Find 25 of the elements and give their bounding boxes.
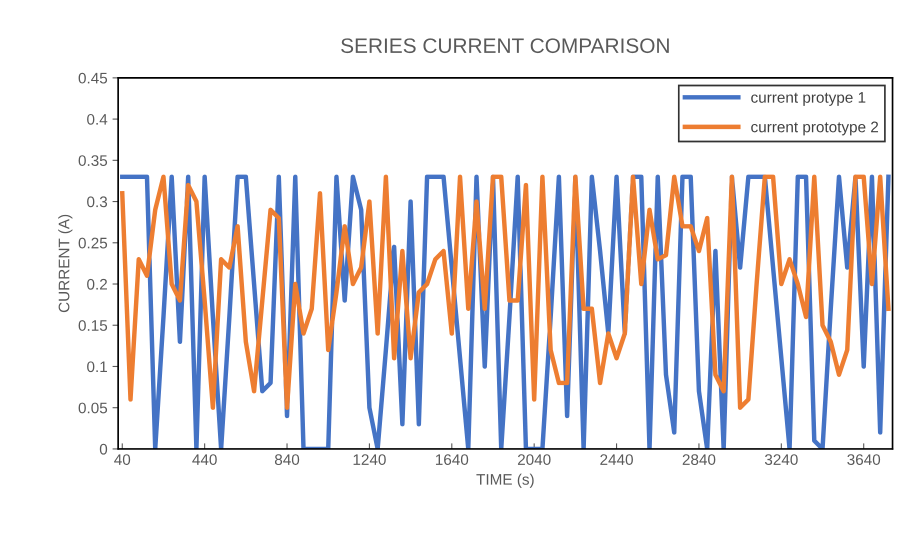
x-tick-label: 440 (192, 454, 217, 466)
legend-label: current protype 1 (751, 92, 866, 106)
chart-title: SERIES CURRENT COMPARISON (341, 38, 669, 54)
x-tick-label: 3240 (764, 454, 798, 466)
x-tick-label: 3640 (847, 454, 880, 466)
y-axis-title: CURRENT (A) (58, 214, 72, 312)
y-tick-label: 0.1 (87, 361, 107, 372)
x-tick-label: 2840 (682, 454, 716, 466)
y-tick-label: 0.15 (78, 320, 108, 331)
y-tick-label: 0.4 (87, 114, 108, 125)
y-tick-label: 0.45 (78, 72, 108, 84)
y-tick-label: 0.3 (87, 196, 108, 208)
x-tick-label: 2440 (600, 454, 633, 466)
y-tick-label: 0 (100, 444, 108, 455)
x-tick-label: 40 (114, 454, 130, 466)
x-tick-label: 840 (274, 454, 300, 466)
y-tick-label: 0.05 (78, 402, 108, 414)
x-tick-label: 1640 (436, 454, 468, 466)
y-tick-label: 0.35 (78, 155, 108, 166)
legend-label: current prototype 2 (751, 122, 878, 136)
x-tick-label: 1240 (354, 454, 386, 466)
x-axis-title: TIME (s) (476, 474, 534, 488)
y-tick-label: 0.25 (78, 238, 108, 248)
x-tick-label: 2040 (518, 454, 551, 466)
y-tick-label: 0.2 (87, 278, 107, 290)
